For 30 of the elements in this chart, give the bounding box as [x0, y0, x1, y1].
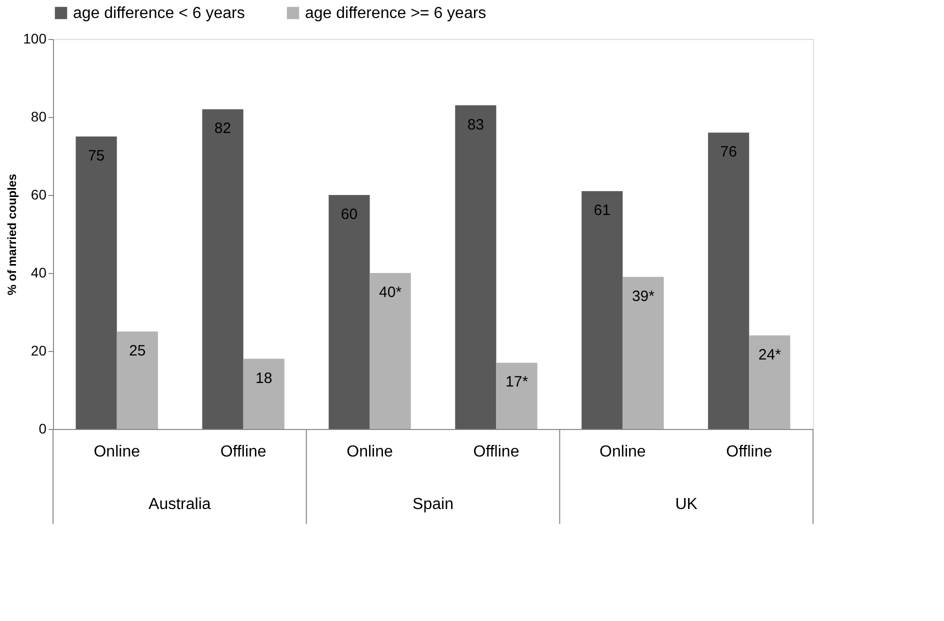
text: Spain: [412, 496, 454, 513]
y-tick-label: 0: [38, 420, 47, 436]
x-tick-label: Offline: [473, 444, 520, 460]
y-tick-label: 80: [30, 108, 47, 124]
data-label: 24*: [758, 346, 782, 364]
y-tick-label: 20: [30, 342, 47, 358]
x-tick-label: Offline: [220, 444, 266, 460]
y-tick-label: 40: [30, 264, 47, 280]
text: Australia: [148, 496, 211, 513]
data-label: 25: [129, 342, 146, 360]
data-label: 82: [214, 120, 232, 138]
y-axis-title: % of married couples: [5, 173, 20, 296]
y-tick-label: 100: [23, 30, 47, 46]
data-label: 61: [594, 202, 610, 220]
data-label: 17*: [506, 374, 528, 391]
x-tick-label: Online: [600, 444, 646, 460]
data-label: 40*: [379, 284, 402, 301]
legend-label: age difference < 6 years: [73, 5, 245, 22]
x-tick-label: Online: [346, 444, 393, 460]
x-tick-label: Offline: [726, 444, 772, 460]
y-tick-label: 60: [30, 186, 47, 202]
data-label: 76: [720, 144, 737, 161]
text: UK: [675, 496, 698, 513]
x-tick-label: Online: [94, 444, 140, 460]
data-label: 60: [340, 206, 358, 223]
legend-label: age difference >= 6 years: [305, 5, 486, 22]
data-label: 39*: [632, 288, 655, 305]
data-label: 18: [256, 370, 272, 387]
data-label: 75: [88, 148, 105, 164]
data-label: 83: [467, 116, 484, 134]
